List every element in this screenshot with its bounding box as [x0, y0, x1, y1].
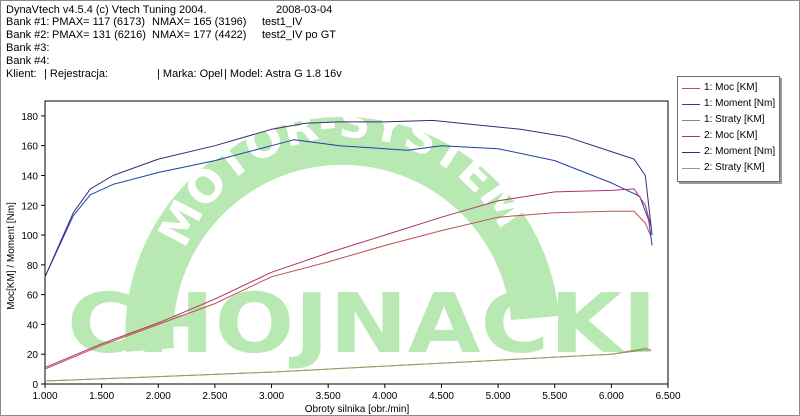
series-line-4 — [44, 188, 652, 369]
bank4-label: Bank #4: — [6, 55, 50, 67]
make-label: | Marka: Opel — [157, 68, 223, 80]
x-axis-label: Obroty silnika [obr./min] — [305, 404, 410, 415]
app-title: DynaVtech v4.5.4 (c) Vtech Tuning 2004. — [6, 4, 207, 16]
x-tick-label: 6.500 — [655, 391, 680, 402]
bank2-name: test2_IV po GT — [262, 29, 336, 41]
y-tick-label: 20 — [27, 350, 39, 361]
report-date: 2008-03-04 — [276, 4, 333, 16]
legend-label: 1: Straty [KM] — [704, 114, 765, 125]
plot-area-border — [44, 100, 669, 385]
watermark: MOTOR-SYSTEM CHOJNACKI — [67, 97, 657, 372]
legend-label: 1: Moc [KM] — [704, 82, 758, 93]
bank2-nmax: NMAX= 177 (4422) — [152, 29, 247, 41]
registration-label: | Rejestracja: — [44, 68, 108, 80]
y-tick-label: 120 — [21, 201, 38, 212]
legend-swatch — [682, 152, 700, 153]
y-tick-label: 160 — [21, 142, 38, 153]
bank2-pmax: PMAX= 131 (6216) — [52, 29, 146, 41]
watermark-arc — [125, 116, 559, 352]
y-tick-label: 0 — [32, 380, 38, 391]
x-tick-label: 1.500 — [89, 391, 114, 402]
legend-label: 2: Moment [Nm] — [704, 146, 776, 157]
watermark-big-text: CHOJNACKI — [67, 277, 657, 372]
y-tick-label: 100 — [21, 231, 38, 242]
series-line-2 — [44, 139, 653, 278]
series-line-6 — [44, 347, 652, 382]
bank1-label: Bank #1: — [6, 16, 50, 28]
legend-swatch — [682, 88, 700, 89]
y-tick-label: 40 — [27, 320, 39, 331]
legend-swatch — [682, 104, 700, 105]
x-tick-label: 4.000 — [372, 391, 397, 402]
bank1-nmax: NMAX= 165 (3196) — [152, 16, 247, 28]
bank1-name: test1_IV — [262, 16, 303, 28]
bank3-label: Bank #3: — [6, 42, 50, 54]
x-tick-label: 4.500 — [429, 391, 454, 402]
x-tick-label: 2.500 — [202, 391, 227, 402]
chart-axes: 1.000 1.500 2.000 2.500 3.000 3.500 4.000 4.500… — [21, 100, 681, 402]
x-tick-label: 5.500 — [542, 391, 567, 402]
series-line-1 — [44, 210, 652, 370]
legend-swatch — [682, 120, 700, 121]
x-tick-label: 6.000 — [599, 391, 624, 402]
chart-series — [44, 119, 653, 382]
series-line-5 — [44, 119, 653, 278]
y-tick-label: 60 — [27, 291, 39, 302]
bank2-label: Bank #2: — [6, 29, 50, 41]
legend-label: 2: Straty [KM] — [704, 162, 765, 173]
legend-label: 1: Moment [Nm] — [704, 98, 776, 109]
chart-legend: 1: Moc [KM] 1: Moment [Nm] 1: Straty [KM] 2… — [677, 76, 780, 182]
x-tick-label: 3.500 — [316, 391, 341, 402]
legend-label: 2: Moc [KM] — [704, 130, 758, 141]
model-label: | Model: Astra G 1.8 16v — [224, 68, 342, 80]
legend-swatch — [682, 136, 700, 137]
x-tick-label: 1.000 — [32, 391, 57, 402]
y-axis-label: Moc[KM] / Moment [Nm] — [6, 202, 17, 310]
x-tick-label: 5.000 — [486, 391, 511, 402]
x-tick-label: 2.000 — [146, 391, 171, 402]
y-tick-label: 180 — [21, 112, 38, 123]
bank1-pmax: PMAX= 117 (6173) — [52, 16, 146, 28]
y-tick-label: 80 — [27, 261, 39, 272]
y-tick-label: 140 — [21, 171, 38, 182]
client-label: Klient: — [6, 68, 37, 80]
x-tick-label: 3.000 — [259, 391, 284, 402]
legend-swatch — [682, 168, 700, 169]
